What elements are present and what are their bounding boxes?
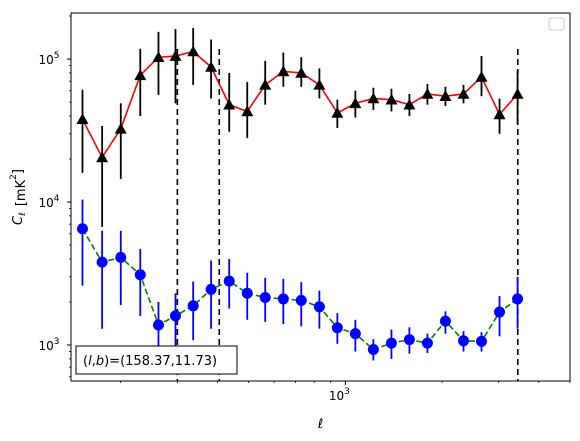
legend-box bbox=[548, 17, 565, 31]
triangle-marker-4 bbox=[152, 51, 165, 63]
triangle-marker-16 bbox=[367, 92, 380, 104]
triangle-marker-24 bbox=[511, 87, 524, 99]
triangle-marker-13 bbox=[313, 78, 326, 90]
circle-marker-20 bbox=[439, 315, 451, 327]
coordinate-annotation: (l,b)=(158.37,11.73) bbox=[75, 345, 238, 375]
plot-area bbox=[71, 13, 570, 381]
circle-marker-1 bbox=[96, 256, 108, 268]
circle-marker-15 bbox=[349, 328, 361, 340]
triangle-marker-6 bbox=[187, 45, 200, 57]
triangle-marker-23 bbox=[493, 108, 506, 120]
circle-marker-7 bbox=[205, 283, 217, 295]
triangle-marker-17 bbox=[385, 93, 398, 105]
circle-marker-16 bbox=[367, 344, 379, 356]
circle-marker-17 bbox=[385, 337, 397, 349]
triangle-marker-20 bbox=[439, 90, 452, 101]
circle-marker-24 bbox=[512, 293, 524, 305]
circle-marker-22 bbox=[476, 335, 488, 347]
annotation-text: (l,b)=(158.37,11.73) bbox=[83, 354, 217, 369]
triangle-marker-7 bbox=[205, 61, 218, 72]
triangle-marker-21 bbox=[457, 87, 470, 99]
triangle-marker-19 bbox=[421, 87, 434, 99]
y-axis-label-unit-close: ] bbox=[11, 169, 26, 174]
y-axis-label-unit: [mK bbox=[14, 179, 29, 206]
triangle-marker-11 bbox=[277, 65, 290, 77]
triangle-marker-8 bbox=[223, 98, 236, 110]
triangle-marker-18 bbox=[403, 98, 416, 110]
circle-marker-12 bbox=[295, 294, 307, 306]
y-axis-label-subscript: ℓ bbox=[18, 212, 28, 217]
y-axis-label-unit-exponent: 2 bbox=[9, 174, 19, 180]
triangle-marker-10 bbox=[259, 78, 272, 90]
series-markers bbox=[76, 45, 524, 356]
circle-marker-2 bbox=[115, 251, 127, 263]
circle-marker-8 bbox=[223, 275, 235, 287]
circle-marker-23 bbox=[494, 306, 506, 318]
circle-marker-6 bbox=[187, 300, 199, 312]
circle-marker-19 bbox=[421, 337, 433, 349]
circle-marker-13 bbox=[313, 301, 325, 313]
triangle-marker-5 bbox=[169, 50, 182, 61]
circle-marker-18 bbox=[403, 334, 415, 346]
plot-frame bbox=[70, 12, 571, 382]
triangle-marker-14 bbox=[331, 106, 344, 118]
x-axis-label: ℓ bbox=[317, 417, 323, 432]
circle-marker-10 bbox=[259, 291, 271, 303]
circle-marker-11 bbox=[277, 293, 289, 305]
triangle-marker-15 bbox=[349, 97, 362, 109]
circle-marker-3 bbox=[134, 269, 146, 281]
triangle-marker-3 bbox=[134, 69, 147, 81]
triangle-marker-1 bbox=[96, 151, 109, 163]
triangle-marker-9 bbox=[241, 105, 254, 117]
triangle-marker-0 bbox=[76, 113, 89, 124]
triangle-marker-12 bbox=[295, 66, 308, 78]
circle-marker-0 bbox=[76, 223, 88, 235]
y-axis-label: Cℓ [mK2] bbox=[9, 169, 29, 225]
circle-marker-14 bbox=[331, 322, 343, 334]
circle-marker-9 bbox=[241, 287, 253, 299]
y-axis-label-symbol: C bbox=[11, 215, 26, 225]
circle-marker-4 bbox=[152, 319, 164, 331]
triangle-marker-2 bbox=[114, 122, 127, 134]
circle-marker-21 bbox=[457, 335, 469, 347]
triangle-marker-22 bbox=[475, 70, 488, 82]
annotation-box bbox=[75, 345, 238, 375]
circle-marker-5 bbox=[169, 310, 181, 322]
